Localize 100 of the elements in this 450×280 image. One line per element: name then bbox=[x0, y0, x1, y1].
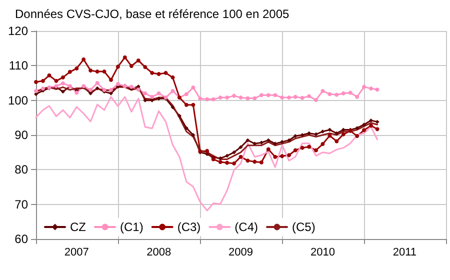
point bbox=[34, 88, 38, 93]
point bbox=[307, 144, 312, 149]
point bbox=[252, 160, 257, 164]
legend-label: CZ bbox=[70, 220, 86, 234]
point bbox=[273, 154, 278, 159]
point bbox=[314, 132, 318, 136]
legend-label: (C5) bbox=[292, 220, 316, 234]
x-tick-label: 2010 bbox=[310, 246, 335, 258]
point bbox=[150, 98, 154, 102]
point bbox=[156, 96, 161, 101]
point bbox=[328, 92, 332, 96]
y-tick-label: 110 bbox=[8, 58, 28, 73]
point bbox=[143, 98, 148, 102]
point bbox=[225, 154, 230, 158]
point bbox=[164, 70, 168, 75]
point bbox=[293, 148, 298, 152]
point bbox=[300, 96, 304, 100]
point bbox=[314, 98, 318, 102]
point bbox=[375, 120, 380, 124]
point bbox=[300, 146, 304, 150]
point bbox=[143, 65, 148, 70]
point bbox=[320, 88, 325, 93]
point bbox=[156, 72, 161, 76]
point bbox=[150, 94, 154, 99]
point bbox=[307, 94, 312, 98]
point bbox=[328, 134, 332, 138]
point bbox=[259, 140, 264, 145]
point bbox=[266, 147, 270, 152]
legend-label: (C1) bbox=[120, 220, 144, 234]
point bbox=[88, 68, 93, 73]
point bbox=[88, 88, 93, 92]
x-tick-label: 2008 bbox=[146, 246, 172, 258]
point bbox=[307, 131, 312, 136]
x-tick-label: 2007 bbox=[64, 246, 89, 258]
point bbox=[60, 75, 65, 80]
point bbox=[170, 88, 175, 93]
point bbox=[287, 138, 292, 142]
point bbox=[211, 97, 216, 102]
point bbox=[328, 128, 332, 132]
point bbox=[375, 127, 380, 132]
point bbox=[191, 86, 196, 90]
point bbox=[143, 91, 148, 96]
point bbox=[184, 102, 188, 107]
point bbox=[82, 57, 86, 62]
point bbox=[156, 91, 161, 96]
line-series bbox=[35, 96, 378, 212]
point bbox=[191, 133, 196, 137]
point bbox=[238, 154, 243, 159]
point bbox=[136, 88, 140, 92]
point bbox=[170, 75, 175, 80]
point bbox=[238, 96, 243, 100]
point bbox=[273, 93, 278, 98]
point bbox=[314, 148, 318, 152]
point bbox=[60, 90, 65, 94]
point bbox=[170, 105, 175, 110]
point bbox=[184, 126, 188, 130]
point bbox=[266, 93, 270, 98]
point bbox=[362, 122, 366, 127]
point bbox=[280, 140, 284, 144]
point bbox=[369, 118, 374, 122]
point bbox=[95, 70, 100, 74]
point bbox=[246, 158, 250, 163]
y-tick-label: 60 bbox=[14, 232, 28, 246]
point bbox=[341, 91, 346, 96]
point bbox=[47, 73, 52, 78]
point bbox=[293, 134, 298, 138]
point bbox=[355, 134, 360, 138]
point bbox=[232, 161, 236, 166]
point bbox=[218, 96, 222, 100]
point bbox=[334, 131, 339, 136]
point bbox=[375, 88, 380, 92]
point bbox=[218, 156, 222, 160]
legend-label: (C4) bbox=[234, 220, 258, 234]
point bbox=[122, 55, 127, 60]
point bbox=[54, 78, 58, 83]
point bbox=[184, 92, 188, 96]
point bbox=[287, 153, 292, 158]
legend-label: (C3) bbox=[177, 220, 201, 234]
point bbox=[232, 94, 236, 98]
y-tick-label: 100 bbox=[8, 93, 28, 108]
point bbox=[150, 70, 154, 75]
point bbox=[205, 148, 210, 153]
point bbox=[273, 142, 278, 146]
y-tick-label: 80 bbox=[14, 162, 28, 177]
point bbox=[334, 92, 339, 97]
point bbox=[369, 86, 374, 91]
point bbox=[205, 97, 210, 102]
point bbox=[116, 64, 120, 69]
point bbox=[246, 138, 250, 142]
point bbox=[95, 86, 100, 90]
point bbox=[198, 96, 202, 101]
point bbox=[238, 145, 243, 150]
point bbox=[259, 93, 264, 98]
y-tick-label: 70 bbox=[14, 197, 28, 212]
point bbox=[108, 91, 113, 96]
point bbox=[266, 138, 270, 142]
point bbox=[246, 96, 250, 100]
point bbox=[341, 128, 346, 132]
point bbox=[341, 132, 346, 136]
point bbox=[232, 150, 236, 154]
